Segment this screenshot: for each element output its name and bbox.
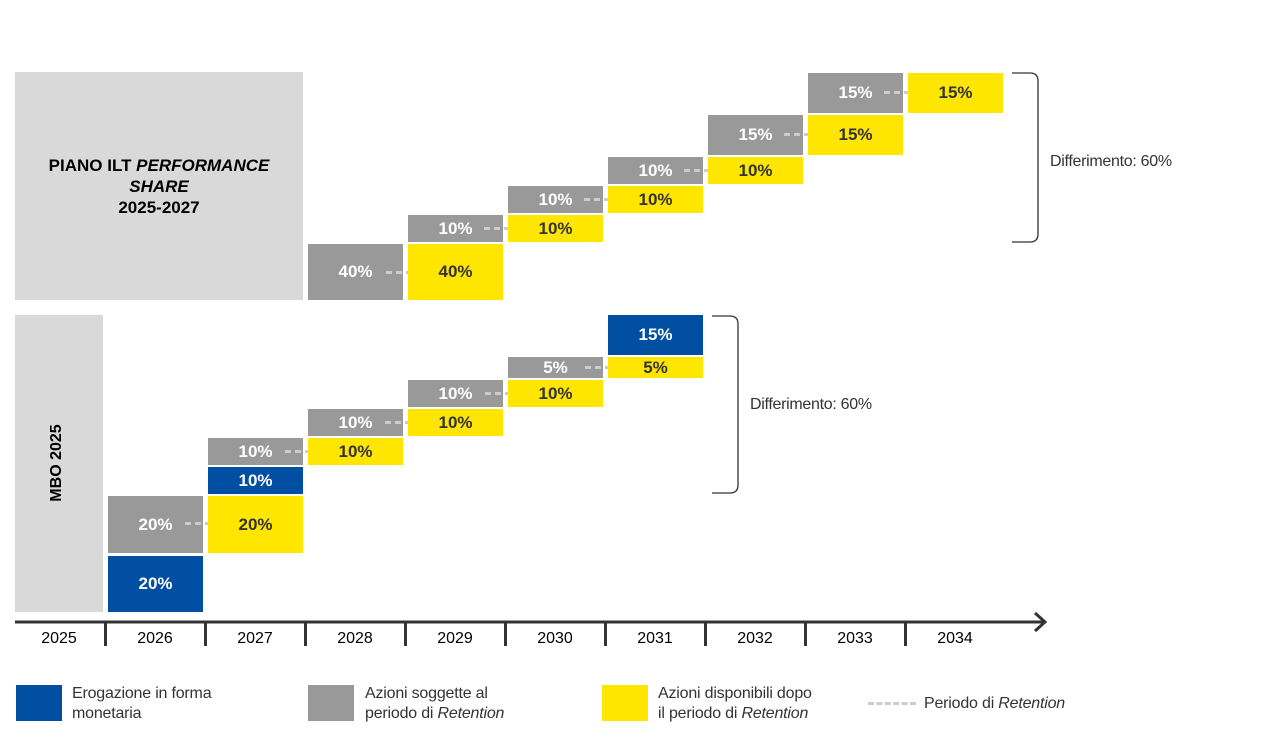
legend-cash-line1: Erogazione in forma: [72, 685, 212, 702]
mbo-grey-box-2030: 5%: [508, 357, 603, 378]
ilt-yellow-box-2031: 10%: [608, 186, 703, 213]
retention-dash: [484, 227, 520, 230]
legend-retention-dash: [868, 702, 916, 705]
timeline-tick: [504, 622, 507, 646]
retention-dash: [784, 133, 820, 136]
ilt-title-normal: PIANO ILT: [48, 156, 137, 175]
retention-dash: [485, 392, 521, 395]
mbo-cash-box-2027: 10%: [208, 467, 303, 494]
year-label-2027: 2027: [237, 630, 273, 647]
retention-dash: [684, 169, 720, 172]
legend-shares-swatch: [308, 685, 354, 721]
year-label-2033: 2033: [837, 630, 873, 647]
mbo-yellow-box-2029: 10%: [408, 409, 503, 436]
mbo-deferral-label: Differimento: 60%: [750, 396, 872, 413]
year-label-2029: 2029: [437, 630, 473, 647]
ilt-yellow-box-2030: 10%: [508, 215, 603, 242]
legend-available-swatch: [602, 685, 648, 721]
year-label-2025: 2025: [41, 630, 77, 647]
mbo-cash-box-2031: 15%: [608, 315, 703, 355]
ilt-title-panel: [15, 72, 303, 300]
mbo-yellow-box-2027: 20%: [208, 496, 303, 553]
timeline-tick: [704, 622, 707, 646]
ilt-deferral-brace: [1012, 72, 1039, 243]
mbo-cash-box-2026: 20%: [108, 556, 203, 612]
legend-available-text: Azioni disponibili dopo il periodo di Re…: [658, 684, 812, 724]
timeline-tick: [104, 622, 107, 646]
legend-cash-line2: monetaria: [72, 705, 142, 722]
retention-dash: [386, 271, 422, 274]
timeline-tick: [304, 622, 307, 646]
mbo-deferral-brace: [712, 315, 739, 494]
retention-dash: [585, 366, 621, 369]
timeline-tick: [804, 622, 807, 646]
year-label-2034: 2034: [937, 630, 973, 647]
ilt-title-italic: PERFORMANCE: [136, 156, 270, 175]
year-label-2031: 2031: [637, 630, 673, 647]
timeline-tick: [904, 622, 907, 646]
legend-shares-text: Azioni soggette al periodo di Retention: [365, 684, 504, 724]
ilt-plan-title: PIANO ILT PERFORMANCE SHARE 2025-2027: [15, 155, 303, 218]
ilt-yellow-box-2033: 15%: [808, 115, 903, 155]
legend-cash-swatch: [16, 685, 62, 721]
legend-available-line1: Azioni disponibili dopo: [658, 685, 812, 702]
mbo-yellow-box-2031: 5%: [608, 357, 703, 378]
mbo-yellow-box-2030: 10%: [508, 380, 603, 407]
retention-dash: [385, 421, 421, 424]
legend-retention-text: Periodo di Retention: [924, 694, 1065, 714]
mbo-yellow-box-2028: 10%: [308, 438, 403, 465]
legend-retention-normal: Periodo di: [924, 695, 999, 712]
legend-available-line2: il periodo di: [658, 705, 742, 722]
timeline-tick: [404, 622, 407, 646]
retention-dash: [285, 450, 321, 453]
legend-shares-line1: Azioni soggette al: [365, 685, 488, 702]
ilt-deferral-label: Differimento: 60%: [1050, 153, 1172, 170]
legend-shares-retention: Retention: [437, 705, 505, 722]
ilt-yellow-box-2034: 15%: [908, 73, 1003, 113]
mbo-title: MBO 2025: [48, 424, 65, 502]
retention-dash: [584, 198, 620, 201]
mbo-grey-box-2028: 10%: [308, 409, 403, 436]
ilt-yellow-box-2032: 10%: [708, 157, 803, 184]
year-label-2028: 2028: [337, 630, 373, 647]
timeline-tick: [204, 622, 207, 646]
timeline-axis-arrow: [15, 611, 1048, 633]
legend-shares-line2: periodo di: [365, 705, 438, 722]
ilt-grey-box-2029: 10%: [408, 215, 503, 242]
legend-retention-italic: Retention: [998, 695, 1065, 712]
ilt-title-years: 2025-2027: [118, 198, 200, 217]
mbo-title-panel: [15, 315, 103, 612]
year-label-2026: 2026: [137, 630, 173, 647]
ilt-title-italic-2: SHARE: [129, 177, 189, 196]
retention-dash: [884, 91, 920, 94]
legend-cash-text: Erogazione in forma monetaria: [72, 684, 212, 724]
retention-dash: [185, 522, 221, 525]
timeline-tick: [604, 622, 607, 646]
legend-available-retention: Retention: [741, 705, 809, 722]
year-label-2032: 2032: [737, 630, 773, 647]
ilt-yellow-box-2029: 40%: [408, 244, 503, 300]
year-label-2030: 2030: [537, 630, 573, 647]
